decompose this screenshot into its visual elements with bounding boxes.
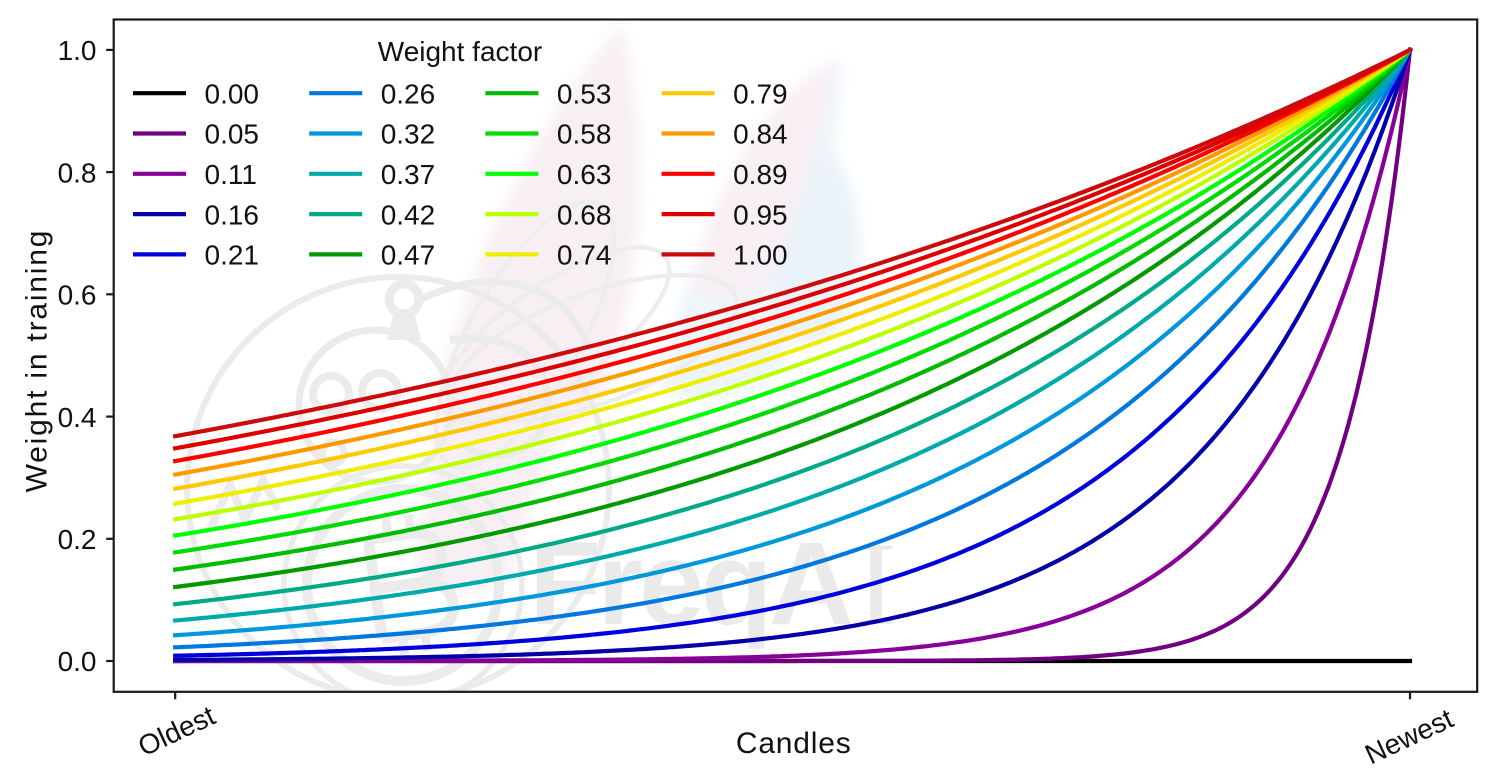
svg-text:0.8: 0.8 xyxy=(58,157,97,188)
svg-text:Weight factor: Weight factor xyxy=(378,36,542,67)
svg-text:0.26: 0.26 xyxy=(381,78,436,109)
svg-text:0.63: 0.63 xyxy=(557,159,612,190)
svg-text:Weight in training: Weight in training xyxy=(20,229,53,493)
svg-text:0.6: 0.6 xyxy=(58,280,97,311)
svg-text:0.32: 0.32 xyxy=(381,119,436,150)
svg-text:1.0: 1.0 xyxy=(58,35,97,66)
svg-text:0.84: 0.84 xyxy=(733,119,788,150)
svg-text:0.68: 0.68 xyxy=(557,199,612,230)
svg-text:0.05: 0.05 xyxy=(205,119,260,150)
svg-text:0.47: 0.47 xyxy=(381,240,436,271)
svg-text:0.42: 0.42 xyxy=(381,199,436,230)
svg-text:0.58: 0.58 xyxy=(557,119,612,150)
svg-text:0.4: 0.4 xyxy=(58,402,97,433)
svg-text:0.53: 0.53 xyxy=(557,78,612,109)
svg-text:0.2: 0.2 xyxy=(58,524,97,555)
svg-text:Candles: Candles xyxy=(736,727,852,760)
svg-text:0.0: 0.0 xyxy=(58,646,97,677)
svg-text:0.95: 0.95 xyxy=(733,199,788,230)
svg-text:0.89: 0.89 xyxy=(733,159,788,190)
svg-text:0.79: 0.79 xyxy=(733,78,788,109)
svg-text:0.21: 0.21 xyxy=(205,240,260,271)
svg-text:0.11: 0.11 xyxy=(205,159,257,190)
svg-text:1.00: 1.00 xyxy=(733,240,788,271)
svg-text:0.00: 0.00 xyxy=(205,78,260,109)
svg-text:0.16: 0.16 xyxy=(205,199,260,230)
svg-text:FreqA: FreqA xyxy=(529,518,852,650)
svg-text:0.74: 0.74 xyxy=(557,240,612,271)
svg-text:0.37: 0.37 xyxy=(381,159,436,190)
